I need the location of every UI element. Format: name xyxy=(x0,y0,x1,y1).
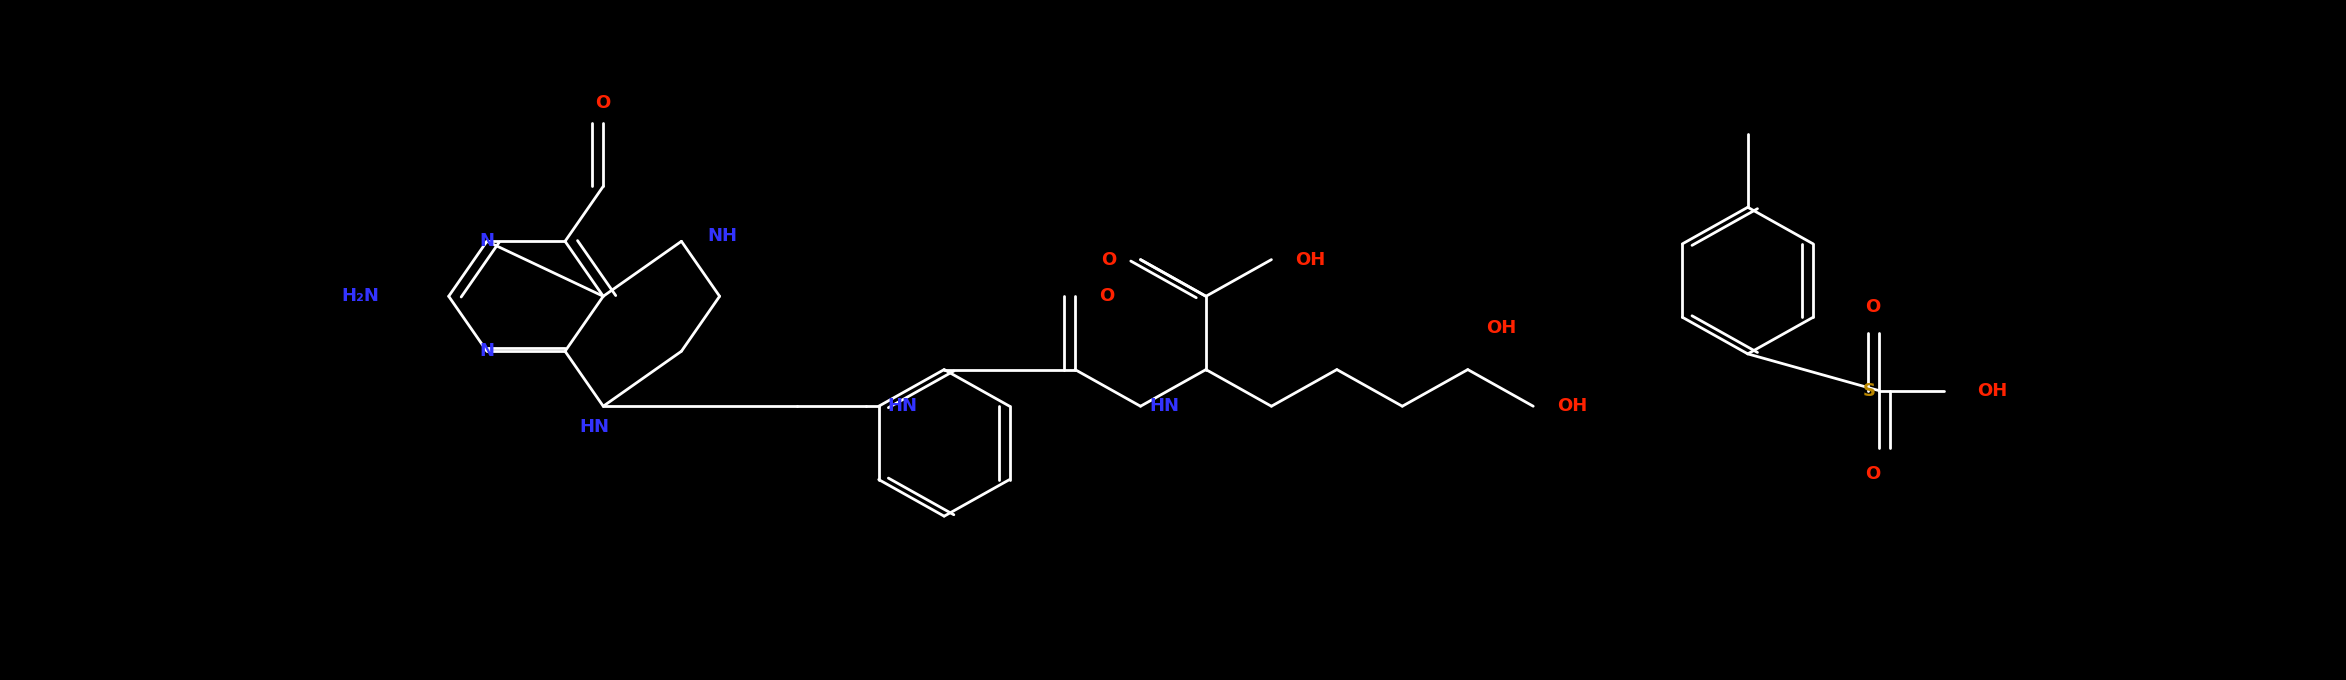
Text: H₂N: H₂N xyxy=(343,287,380,305)
Text: OH: OH xyxy=(1485,319,1516,337)
Text: HN: HN xyxy=(579,418,610,436)
Text: NH: NH xyxy=(706,227,737,245)
Text: O: O xyxy=(596,94,610,112)
Text: O: O xyxy=(1865,465,1881,483)
Text: N: N xyxy=(479,342,495,360)
Text: O: O xyxy=(1098,287,1114,305)
Text: N: N xyxy=(479,233,495,250)
Text: O: O xyxy=(1865,298,1881,316)
Text: OH: OH xyxy=(1558,397,1588,415)
Text: HN: HN xyxy=(1150,397,1180,415)
Text: OH: OH xyxy=(1295,251,1325,269)
Text: S: S xyxy=(1863,381,1877,400)
Text: OH: OH xyxy=(1978,381,2008,400)
Text: O: O xyxy=(1103,251,1117,269)
Text: HN: HN xyxy=(887,397,917,415)
